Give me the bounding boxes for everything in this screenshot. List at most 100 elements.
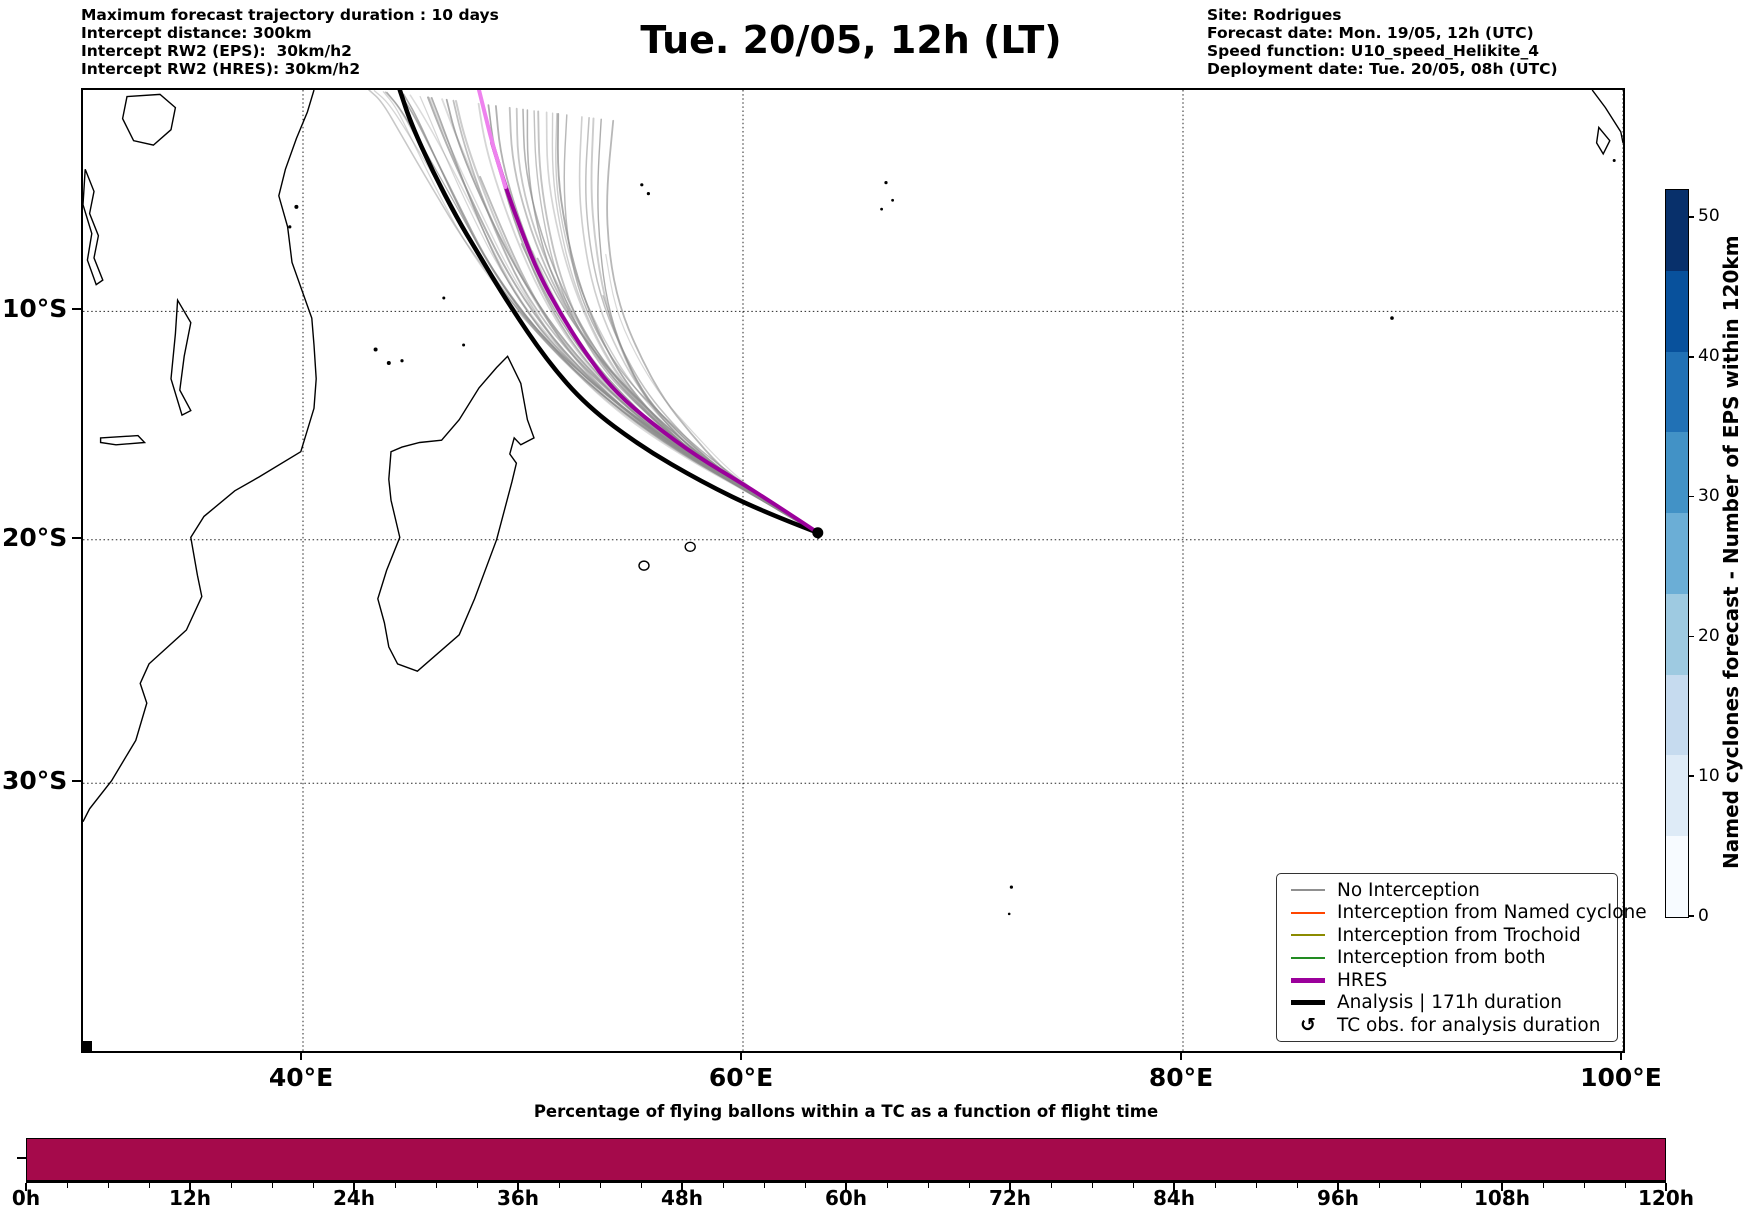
island-speck (373, 347, 378, 352)
legend-line-swatch (1291, 1000, 1325, 1005)
island-mauritius (684, 541, 696, 552)
colorbar-tick-label: 20 (1698, 625, 1720, 646)
y-tick-label: 30°S (2, 766, 68, 796)
tc-obs-marker (812, 527, 824, 539)
legend-item-label: TC obs. for analysis duration (1337, 1014, 1601, 1036)
lake-tanganyika (83, 169, 104, 286)
x-tickmark (1180, 1051, 1182, 1060)
legend-line-swatch (1291, 934, 1325, 936)
island-speck (1612, 159, 1616, 163)
balloon-x-tick-label: 108h (1474, 1186, 1530, 1210)
legend-item: Interception from Trochoid (1277, 925, 1617, 946)
colorbar-band (1666, 432, 1688, 514)
legend-item-label: Interception from both (1337, 947, 1546, 968)
balloon-minor-tick (476, 1182, 478, 1188)
balloon-minor-tick (722, 1182, 724, 1188)
x-tick-label: 40°E (268, 1063, 334, 1092)
balloon-x-tick-label: 60h (824, 1186, 868, 1210)
colorbar-band (1666, 674, 1688, 756)
balloon-major-tick (25, 1182, 27, 1191)
island-speck (442, 296, 446, 300)
balloon-axis-line (26, 1181, 1666, 1183)
colorbar-band (1666, 190, 1688, 271)
header-left-parameters: Maximum forecast trajectory duration : 1… (81, 6, 499, 78)
balloon-major-tick (353, 1182, 355, 1191)
balloon-x-tick-label: 36h (496, 1186, 540, 1210)
balloon-minor-tick (558, 1182, 560, 1188)
legend-item-label: Interception from Named cyclone (1337, 902, 1647, 923)
lake-cahora-bassa (99, 434, 147, 446)
ensemble-line (578, 116, 819, 534)
ensemble-line (585, 117, 819, 534)
ensemble-line (409, 94, 819, 534)
legend-item: ↺ TC obs. for analysis duration (1277, 1015, 1617, 1036)
x-tick-label: 80°E (1148, 1063, 1214, 1092)
legend-line-swatch (1291, 911, 1325, 914)
balloon-x-tick-label: 0h (11, 1186, 41, 1210)
legend-item-label: Analysis | 171h duration (1337, 992, 1562, 1013)
balloon-minor-tick (1419, 1182, 1421, 1188)
coastline-sumatra (1591, 90, 1623, 144)
island-nias (1595, 125, 1611, 156)
legend-item-label: Interception from Trochoid (1337, 924, 1581, 946)
corner-land-blob (83, 1041, 92, 1051)
lake-victoria (121, 93, 177, 146)
balloon-minor-tick (1542, 1182, 1544, 1188)
ensemble-line (520, 243, 819, 534)
island-speck (386, 361, 391, 366)
balloon-chart-bar (26, 1138, 1666, 1181)
hres-track-tail (477, 90, 508, 189)
lake-malawi (170, 297, 192, 417)
balloon-minor-tick (1460, 1182, 1462, 1188)
island-speck (288, 225, 292, 229)
island-speck (400, 359, 404, 363)
figure-title: Tue. 20/05, 12h (LT) (640, 18, 1062, 62)
balloon-major-tick (517, 1182, 519, 1191)
colorbar-tick-label: 50 (1698, 206, 1720, 227)
balloon-major-tick (681, 1182, 683, 1191)
legend-item: Analysis | 171h duration (1277, 992, 1617, 1013)
balloon-major-tick (1665, 1182, 1667, 1191)
legend-item: No Interception (1277, 880, 1617, 901)
balloon-minor-tick (1378, 1182, 1380, 1188)
balloon-minor-tick (435, 1182, 437, 1188)
balloon-minor-tick (1132, 1182, 1134, 1188)
colorbar-tickmark (1688, 915, 1694, 917)
balloon-chart-title: Percentage of flying ballons within a TC… (533, 1102, 1159, 1121)
colorbar-tick-label: 10 (1698, 765, 1720, 786)
balloon-minor-tick (640, 1182, 642, 1188)
colorbar (1665, 189, 1689, 918)
ensemble-line (455, 100, 819, 534)
balloon-x-tick-label: 84h (1152, 1186, 1196, 1210)
ensemble-line (590, 117, 819, 534)
x-tickmark (740, 1051, 742, 1060)
island-speck (891, 198, 894, 202)
map-legend: No Interception Interception from Named c… (1276, 873, 1647, 1042)
legend-line-swatch (1291, 956, 1325, 959)
island-reunion (638, 560, 650, 571)
island-speck (1009, 885, 1014, 889)
balloon-minor-tick (1214, 1182, 1216, 1188)
balloon-minor-tick (927, 1182, 929, 1188)
colorbar-tick-label: 0 (1698, 905, 1709, 926)
balloon-minor-tick (312, 1182, 314, 1188)
balloon-minor-tick (1296, 1182, 1298, 1188)
ensemble-line (563, 114, 819, 534)
legend-item: HRES (1277, 970, 1617, 991)
colorbar-band (1666, 755, 1688, 837)
colorbar-tick-label: 30 (1698, 486, 1720, 507)
balloon-minor-tick (107, 1182, 109, 1188)
colorbar-label: Named cyclones forecast - Number of EPS … (1719, 235, 1743, 870)
balloon-x-tick-label: 24h (332, 1186, 376, 1210)
header-right-metadata: Site: Rodrigues Forecast date: Mon. 19/0… (1207, 6, 1558, 78)
ensemble-line (526, 109, 819, 534)
island-speck (640, 183, 644, 187)
analysis-track (397, 90, 821, 535)
legend-line-swatch (1291, 889, 1325, 891)
balloon-major-tick (1009, 1182, 1011, 1191)
balloon-x-tick-label: 72h (988, 1186, 1032, 1210)
colorbar-tickmark (1688, 775, 1694, 777)
colorbar-tickmark (1688, 356, 1694, 358)
balloon-minor-tick (1583, 1182, 1585, 1188)
balloon-x-tick-label: 96h (1316, 1186, 1360, 1210)
